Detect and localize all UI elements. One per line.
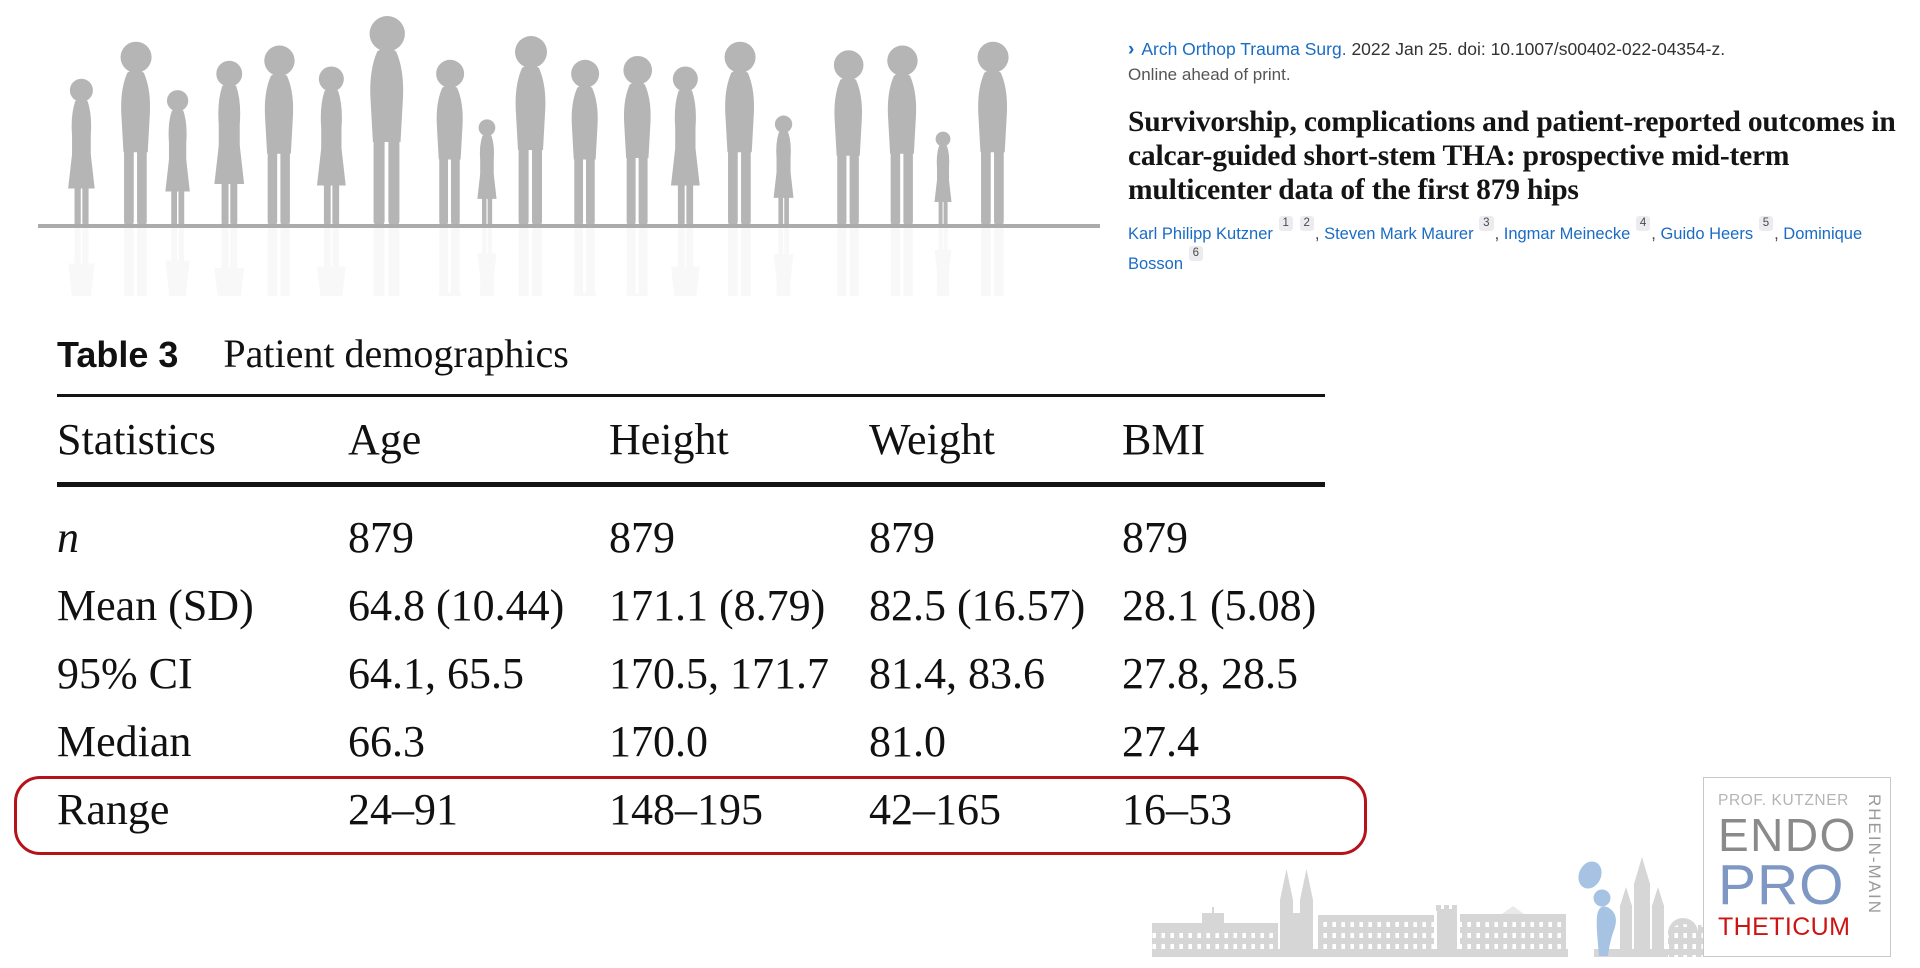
table-cell: 27.8, 28.5 [1122, 648, 1298, 698]
author-separator: , [1494, 225, 1504, 243]
author-link[interactable]: Steven Mark Maurer [1324, 225, 1474, 243]
range-row-highlight-annotation [14, 776, 1367, 855]
article-title: Survivorship, complications and patient-… [1128, 106, 1896, 206]
table-cell: 27.4 [1122, 716, 1199, 766]
table-cell: 82.5 (16.57) [869, 580, 1086, 630]
table-caption: Patient demographics [223, 331, 569, 376]
article-header: › Arch Orthop Trauma Surg. 2022 Jan 25. d… [1128, 36, 1912, 279]
table-cell: 64.8 (10.44) [348, 580, 565, 630]
hip-implant-icon [1578, 861, 1616, 956]
row-label: Mean (SD) [57, 580, 254, 630]
table-label: Table 3 [57, 334, 179, 375]
table-cell: 879 [609, 512, 675, 562]
author-separator: , [1651, 225, 1661, 243]
author-link[interactable]: Karl Philipp Kutzner [1128, 225, 1273, 243]
patient-demographics-table: Statistics Age Height Weight BMI n 879 8… [57, 394, 1325, 843]
logo-line-theticum: THETICUM [1718, 913, 1851, 941]
row-label: 95% CI [57, 648, 193, 698]
author: Guido Heers 5, [1660, 215, 1784, 243]
table-row-n: n 879 879 879 879 [57, 503, 1325, 571]
col-header-age: Age [348, 415, 422, 464]
author-separator: , [1774, 225, 1784, 243]
authors-list: Karl Philipp Kutzner 1 2, Steven Mark Ma… [1128, 215, 1912, 279]
col-header-bmi: BMI [1122, 415, 1206, 464]
logo-line-prof-kutzner: PROF. KUTZNER [1718, 792, 1849, 809]
author: Dominique Bosson 6 [1128, 225, 1862, 273]
table-cell: 171.1 (8.79) [609, 580, 826, 630]
author-separator: , [1314, 225, 1325, 243]
citation-status: Online ahead of print. [1128, 65, 1291, 84]
table-cell: 64.1, 65.5 [348, 648, 524, 698]
table-body: n 879 879 879 879 Mean (SD) 64.8 (10.44)… [57, 487, 1325, 843]
logo-text-block: PROF. KUTZNER ENDO PRO THETICUM [1718, 792, 1857, 941]
author-link[interactable]: Dominique Bosson [1128, 225, 1863, 273]
table-cell: 16–53 [1122, 784, 1232, 834]
citation-line: › Arch Orthop Trauma Surg. 2022 Jan 25. d… [1128, 36, 1912, 63]
journal-link[interactable]: Arch Orthop Trauma Surg. [1141, 39, 1347, 59]
table-cell: 24–91 [348, 784, 458, 834]
author: Karl Philipp Kutzner 1 2, [1128, 215, 1325, 243]
table-cell: 170.5, 171.7 [609, 648, 829, 698]
table-row-median: Median 66.3 170.0 81.0 27.4 [57, 707, 1325, 775]
table-row-95ci: 95% CI 64.1, 65.5 170.5, 171.7 81.4, 83.… [57, 639, 1325, 707]
author-link[interactable]: Ingmar Meinecke [1503, 225, 1631, 243]
table-cell: 879 [348, 512, 414, 562]
table-cell: 879 [1122, 512, 1188, 562]
affiliation-badge: 2 [1299, 215, 1314, 231]
table-cell: 81.0 [869, 716, 946, 766]
table-cell: 170.0 [609, 716, 708, 766]
table-header-row: Statistics Age Height Weight BMI [57, 397, 1325, 487]
logo-line-pro: PRO [1718, 853, 1845, 917]
table-cell: 42–165 [869, 784, 1001, 834]
table-caption-row: Table 3 Patient demographics [57, 330, 569, 377]
affiliation-badge: 6 [1188, 245, 1204, 261]
endoprotheticum-logo: PROF. KUTZNER ENDO PRO THETICUM RHEIN-MA… [1703, 777, 1891, 957]
author-link[interactable]: Guido Heers [1660, 225, 1754, 243]
row-label: n [57, 512, 79, 562]
row-label: Range [57, 784, 170, 834]
col-header-height: Height [609, 415, 729, 464]
city-skyline-icon [1152, 857, 1708, 957]
author: Ingmar Meinecke 4, [1503, 215, 1661, 243]
col-header-statistics: Statistics [57, 415, 216, 464]
chevron-right-icon: › [1128, 39, 1135, 60]
affiliation-badge: 1 [1278, 215, 1293, 231]
affiliation-badge: 3 [1479, 215, 1494, 231]
ground-line [38, 224, 1100, 228]
table-cell: 66.3 [348, 716, 425, 766]
table-row-range: Range 24–91 148–195 42–165 16–53 [57, 775, 1325, 843]
affiliation-badge: 4 [1635, 215, 1651, 231]
citation-meta: 2022 Jan 25. doi: 10.1007/s00402-022-043… [1351, 39, 1726, 59]
logo-vertical-rhein-main: RHEIN-MAIN [1865, 794, 1884, 916]
affiliation-badge: 5 [1758, 215, 1774, 231]
author: Steven Mark Maurer 3, [1324, 215, 1504, 243]
table-cell: 879 [869, 512, 935, 562]
row-label: Median [57, 716, 192, 766]
table-cell: 28.1 (5.08) [1122, 580, 1317, 630]
table-cell: 148–195 [609, 784, 763, 834]
skyline-graphic [1150, 853, 1710, 966]
people-silhouettes-graphic [38, 4, 1113, 296]
col-header-weight: Weight [869, 415, 995, 464]
table-cell: 81.4, 83.6 [869, 648, 1045, 698]
people-silhouettes-icon [38, 4, 1100, 296]
table-row-mean-sd: Mean (SD) 64.8 (10.44) 171.1 (8.79) 82.5… [57, 571, 1325, 639]
logo-line-endo: ENDO [1718, 809, 1857, 861]
